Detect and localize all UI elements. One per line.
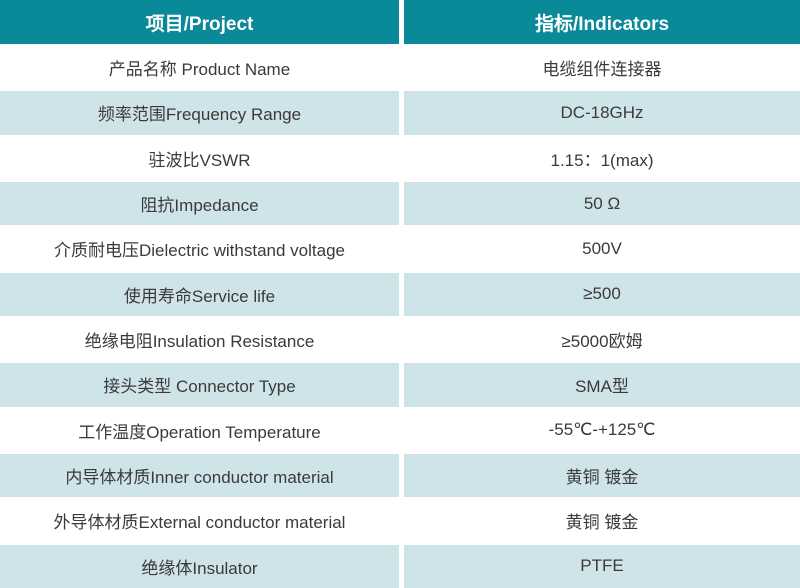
table-row: 驻波比VSWR 1.15：1(max) (0, 136, 800, 180)
table-row: 介质耐电压Dielectric withstand voltage 500V (0, 227, 800, 271)
header-cell-indicators: 指标/Indicators (404, 0, 800, 44)
project-cell: 外导体材质External conductor material (0, 499, 399, 543)
project-cell: 绝缘体Insulator (0, 544, 399, 588)
indicator-cell: 黄铜 镀金 (404, 453, 800, 498)
indicator-cell: -55℃-+125℃ (404, 408, 800, 452)
project-cell: 阻抗Impedance (0, 181, 399, 226)
indicator-cell: 500V (404, 227, 800, 271)
table-row: 产品名称 Product Name 电缆组件连接器 (0, 46, 800, 90)
indicator-cell: SMA型 (404, 363, 800, 407)
project-cell: 驻波比VSWR (0, 136, 399, 180)
table-row: 外导体材质External conductor material 黄铜 镀金 (0, 499, 800, 543)
project-cell: 接头类型 Connector Type (0, 363, 399, 407)
indicator-cell: 1.15：1(max) (404, 136, 800, 180)
indicator-cell: DC-18GHz (404, 91, 800, 135)
table-header-row: 项目/Project 指标/Indicators (0, 0, 800, 44)
table-row: 绝缘电阻Insulation Resistance ≥5000欧姆 (0, 317, 800, 362)
project-cell: 内导体材质Inner conductor material (0, 453, 399, 498)
project-cell: 绝缘电阻Insulation Resistance (0, 317, 399, 362)
project-cell: 工作温度Operation Temperature (0, 408, 399, 452)
indicator-cell: 黄铜 镀金 (404, 499, 800, 543)
table-row: 接头类型 Connector Type SMA型 (0, 363, 800, 407)
table-row: 内导体材质Inner conductor material 黄铜 镀金 (0, 453, 800, 498)
project-cell: 产品名称 Product Name (0, 46, 399, 90)
table-row: 频率范围Frequency Range DC-18GHz (0, 91, 800, 135)
indicator-cell: PTFE (404, 544, 800, 588)
project-cell: 使用寿命Service life (0, 272, 399, 316)
header-cell-project: 项目/Project (0, 0, 399, 44)
table-row: 使用寿命Service life ≥500 (0, 272, 800, 316)
indicator-cell: 电缆组件连接器 (404, 46, 800, 90)
table-row: 阻抗Impedance 50 Ω (0, 181, 800, 226)
table-row: 绝缘体Insulator PTFE (0, 544, 800, 588)
table-row: 工作温度Operation Temperature -55℃-+125℃ (0, 408, 800, 452)
indicator-cell: ≥5000欧姆 (404, 317, 800, 362)
indicator-cell: ≥500 (404, 272, 800, 316)
project-cell: 介质耐电压Dielectric withstand voltage (0, 227, 399, 271)
indicator-cell: 50 Ω (404, 181, 800, 226)
project-cell: 频率范围Frequency Range (0, 91, 399, 135)
